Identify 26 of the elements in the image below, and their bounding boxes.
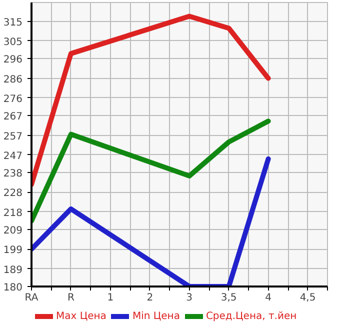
legend-label: Сред.Цена, т.йен	[206, 310, 297, 322]
y-tick-label: 238	[3, 168, 23, 180]
y-tick-label: 218	[3, 208, 23, 219]
y-tick-label: 228	[3, 188, 23, 200]
y-tick-label: 296	[3, 54, 23, 66]
y-tick-label: 276	[3, 94, 23, 105]
legend-label: Min Цена	[132, 310, 180, 322]
x-tick-label: 3	[186, 292, 193, 304]
x-tick-label: RA	[24, 292, 38, 304]
x-tick-label: 4,5	[300, 292, 316, 304]
x-tick-label: R	[67, 292, 74, 304]
y-tick-label: 247	[3, 150, 23, 162]
x-tick-label: 3,5	[220, 292, 237, 304]
y-tick-label: 209	[3, 226, 23, 237]
y-tick-label: 189	[3, 264, 23, 276]
y-tick-label: 305	[3, 36, 23, 48]
y-tick-label: 267	[3, 112, 23, 123]
y-tick-label: 180	[3, 282, 23, 294]
x-tick-label: 4	[265, 292, 272, 304]
y-tick-label: 315	[3, 17, 23, 28]
y-tick-label: 286	[3, 74, 23, 86]
y-tick-label: 199	[3, 245, 23, 256]
x-tick-label: 2	[146, 292, 154, 304]
y-tick-label: 257	[3, 131, 23, 142]
x-tick-label: 1	[107, 292, 114, 304]
legend-label: Max Цена	[56, 310, 106, 322]
